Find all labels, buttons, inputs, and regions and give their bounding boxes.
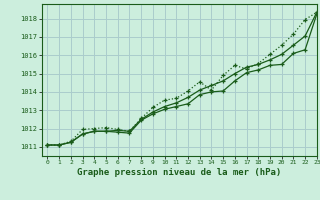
X-axis label: Graphe pression niveau de la mer (hPa): Graphe pression niveau de la mer (hPa): [77, 168, 281, 177]
